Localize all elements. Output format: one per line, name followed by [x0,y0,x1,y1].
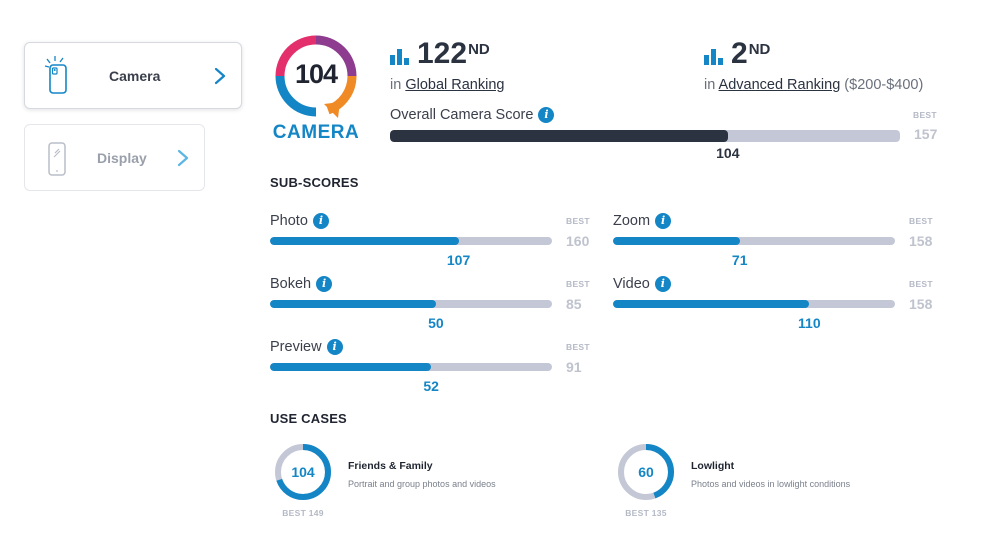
subscore-fill-preview [270,363,432,371]
info-icon[interactable]: i [538,107,555,123]
chevron-right-icon [214,67,226,85]
usecase-description: Photos and videos in lowlight conditions [691,479,851,489]
overall-best-value: 157 [914,126,938,142]
info-icon[interactable]: i [316,276,333,292]
advanced-ranking-caption: in Advanced Ranking ($200-$400) [704,77,923,93]
subscore-best-label: BEST [909,216,933,226]
subscore-label-text: Video [613,276,650,292]
subscore-label-zoom: Zoom i [613,213,672,229]
usecase-ring-1 [618,444,674,500]
advanced-ranking-price-range: ($200-$400) [844,77,924,93]
usecase-ring-0 [275,444,331,500]
overall-score-fill [390,130,728,142]
bar-chart-icon [704,49,723,65]
subscore-label-preview: Preview i [270,339,343,355]
info-icon[interactable]: i [655,213,672,229]
display-phone-icon [48,142,66,176]
usecase-description: Portrait and group photos and videos [348,479,496,489]
subscore-label-text: Bokeh [270,276,312,292]
subscore-value-video: 110 [798,315,821,331]
subscore-bar-bokeh [270,300,552,308]
subscore-fill-video [613,300,810,308]
subscore-label-text: Photo [270,213,308,229]
subscore-label-photo: Photo i [270,213,329,229]
info-icon[interactable]: i [312,213,329,229]
subscore-best-value-photo: 160 [566,233,590,249]
subscore-fill-bokeh [270,300,436,308]
advanced-ranking-prefix: in [704,77,716,93]
subscore-best-value-preview: 91 [566,359,582,375]
subscore-best-value-zoom: 158 [909,233,933,249]
advanced-ranking: 2 ND [704,37,770,71]
subscore-bar-zoom [613,237,895,245]
bar-chart-icon [390,49,409,65]
tab-camera-label: Camera [109,67,161,84]
subscore-bar-photo [270,237,552,245]
subscore-fill-photo [270,237,459,245]
score-ring-logo [275,35,357,118]
subscore-best-label: BEST [566,216,590,226]
usecases-title: USE CASES [270,411,347,426]
advanced-rank-suffix: ND [748,41,771,58]
global-ranking-prefix: in [390,77,402,93]
overall-score-value: 104 [716,145,740,161]
info-icon[interactable]: i [654,276,671,292]
subscore-best-label: BEST [566,279,590,289]
subscore-label-bokeh: Bokeh i [270,276,333,292]
usecase-title: Friends & Family [348,460,433,472]
subscore-best-label: BEST [909,279,933,289]
badge-score: 104 [294,59,338,89]
overall-score-label-text: Overall Camera Score [390,107,534,123]
global-rank-suffix: ND [468,41,490,58]
subscore-value-bokeh: 50 [428,315,444,331]
subscore-value-zoom: 71 [731,252,748,268]
tab-camera[interactable]: Camera [24,42,242,109]
usecase-best: BEST 135 [625,508,667,518]
overall-best-label: BEST [913,110,937,120]
subscores-title: SUB-SCORES [270,175,359,190]
camera-phone-icon [44,56,67,94]
subscore-best-value-video: 158 [909,296,933,312]
subscore-label-text: Zoom [613,213,651,229]
subscore-best-value-bokeh: 85 [566,296,582,312]
subscore-best-label: BEST [566,342,590,352]
info-icon[interactable]: i [326,339,343,355]
subscore-fill-zoom [613,237,740,245]
usecase-score: 104 [291,464,315,480]
subscore-bar-preview [270,363,552,371]
tab-display[interactable]: Display [24,124,205,191]
usecase-ring-fill [618,444,674,500]
subscore-value-photo: 107 [446,252,471,268]
chevron-right-icon [177,149,189,167]
global-ranking-caption: in Global Ranking [390,77,504,93]
subscore-bar-video [613,300,895,308]
subscore-label-video: Video i [613,276,671,292]
usecase-score: 60 [638,464,654,480]
overall-score-label: Overall Camera Score i [390,107,555,123]
badge-label: CAMERA [272,122,360,143]
global-ranking: 122 ND [390,37,490,71]
subscore-value-preview: 52 [423,378,439,394]
camera-score-badge: 104 CAMERA [268,34,364,146]
global-ranking-link[interactable]: Global Ranking [405,77,505,93]
usecase-title: Lowlight [691,460,735,472]
overall-score-bar [390,130,900,142]
usecase-best: BEST 149 [282,508,324,518]
global-rank-number: 122 [417,37,468,70]
usecase-ring-fill [275,444,331,500]
tab-display-label: Display [97,149,147,166]
subscore-label-text: Preview [270,339,322,355]
advanced-rank-number: 2 [731,37,748,70]
advanced-ranking-link[interactable]: Advanced Ranking [718,77,841,93]
